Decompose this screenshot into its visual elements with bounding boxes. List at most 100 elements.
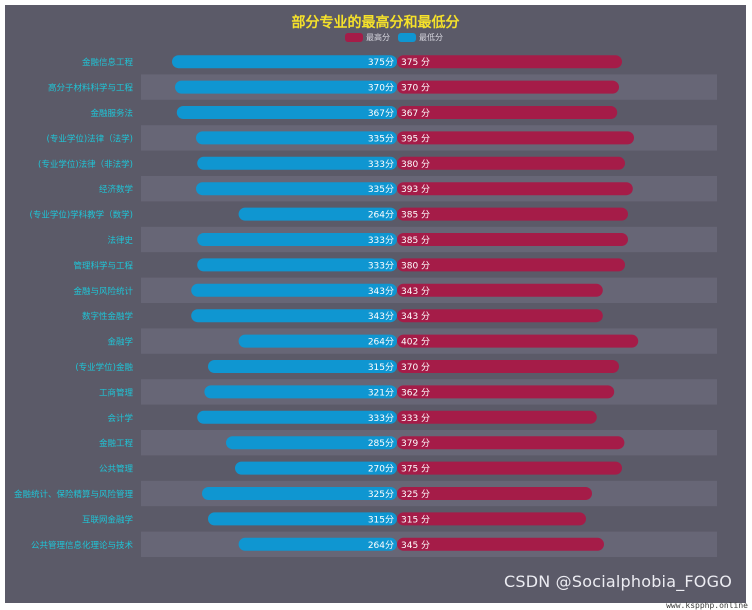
legend-item-high[interactable]: 最高分 <box>345 32 390 43</box>
legend-swatch-high <box>345 33 363 42</box>
category-label: 经济数学 <box>99 184 134 195</box>
category-label: 互联网金融学 <box>82 514 134 525</box>
bar-low[interactable] <box>176 106 397 119</box>
bar-high[interactable] <box>397 512 586 526</box>
category-label: 法律史 <box>107 235 133 246</box>
bar-high[interactable] <box>397 436 625 450</box>
bar-low[interactable] <box>238 334 397 348</box>
bar-high[interactable] <box>397 487 592 500</box>
value-label-low: 335分 <box>368 184 394 195</box>
bar-high[interactable] <box>397 182 633 196</box>
bar-low[interactable] <box>191 309 397 323</box>
value-label-high: 385 分 <box>401 210 430 221</box>
category-label: 金融工程 <box>99 438 134 449</box>
category-label: 管理科学与工程 <box>73 260 133 271</box>
bar-low[interactable] <box>204 385 397 399</box>
bar-low[interactable] <box>191 283 397 297</box>
value-label-high: 375 分 <box>401 57 430 68</box>
category-label: (专业学位)金融 <box>75 362 133 373</box>
category-label: 高分子材料科学与工程 <box>48 83 134 94</box>
bar-high[interactable] <box>397 131 634 145</box>
value-label-high: 325 分 <box>401 489 430 500</box>
bar-high[interactable] <box>397 156 625 170</box>
value-label-low: 367分 <box>368 108 394 119</box>
value-label-high: 362 分 <box>401 387 430 398</box>
bar-high[interactable] <box>397 106 618 119</box>
value-label-high: 402 分 <box>401 337 430 348</box>
bar-low[interactable] <box>238 537 397 551</box>
value-label-low: 264分 <box>368 210 394 221</box>
legend-label-high: 最高分 <box>366 33 390 42</box>
chart-title: 部分专业的最高分和最低分 <box>291 15 460 31</box>
bar-low[interactable] <box>197 410 397 424</box>
value-label-low: 333分 <box>368 260 394 271</box>
bar-high[interactable] <box>397 55 622 69</box>
category-label: 金融统计、保险精算与风险管理 <box>14 489 134 500</box>
legend-swatch-low <box>398 33 416 42</box>
category-label: 金融信息工程 <box>82 57 134 68</box>
bar-low[interactable] <box>208 512 397 526</box>
watermark: CSDN @Socialphobia_FOGO <box>503 572 732 591</box>
bar-low[interactable] <box>238 207 397 221</box>
value-label-low: 264分 <box>368 540 394 551</box>
bar-low[interactable] <box>175 80 397 94</box>
bar-high[interactable] <box>397 207 628 221</box>
bar-low[interactable] <box>197 156 397 170</box>
value-label-high: 370 分 <box>401 362 430 373</box>
bar-high[interactable] <box>397 410 597 424</box>
category-label: 金融与风险统计 <box>73 286 133 297</box>
value-label-low: 333分 <box>368 235 394 246</box>
bar-low[interactable] <box>196 131 397 145</box>
category-label: (专业学位)学科教学（数学) <box>30 210 133 221</box>
category-label: 金融服务法 <box>90 108 133 119</box>
value-label-low: 370分 <box>368 83 394 94</box>
bar-high[interactable] <box>397 283 603 297</box>
bar-low[interactable] <box>197 258 397 272</box>
bar-low[interactable] <box>226 436 397 450</box>
value-label-high: 315 分 <box>401 514 430 525</box>
category-label: 数字性金融学 <box>82 311 134 322</box>
value-label-low: 325分 <box>368 489 394 500</box>
bar-high[interactable] <box>397 461 622 475</box>
value-label-high: 380 分 <box>401 159 430 170</box>
bar-high[interactable] <box>397 80 619 94</box>
category-label: 公共管理 <box>99 464 134 475</box>
bar-high[interactable] <box>397 258 625 272</box>
bar-low[interactable] <box>196 182 397 196</box>
bar-high[interactable] <box>397 233 628 246</box>
bar-high[interactable] <box>397 385 615 399</box>
bar-low[interactable] <box>172 55 397 69</box>
value-label-low: 335分 <box>368 133 394 144</box>
chart-legend: 最高分 最低分 <box>345 32 443 43</box>
bar-high[interactable] <box>397 360 619 373</box>
value-label-high: 385 分 <box>401 235 430 246</box>
value-label-low: 343分 <box>368 286 394 297</box>
value-label-high: 375 分 <box>401 464 430 475</box>
bar-low[interactable] <box>202 487 397 500</box>
value-label-high: 379 分 <box>401 438 430 449</box>
category-label: (专业学位)法律（法学) <box>47 133 133 144</box>
category-label: (专业学位)法律（非法学) <box>38 159 133 170</box>
bar-high[interactable] <box>397 309 603 323</box>
value-label-high: 393 分 <box>401 184 430 195</box>
value-label-low: 321分 <box>368 387 394 398</box>
value-label-high: 380 分 <box>401 260 430 271</box>
bar-low[interactable] <box>235 461 397 475</box>
value-label-high: 367 分 <box>401 108 430 119</box>
value-label-high: 343 分 <box>401 286 430 297</box>
value-label-low: 270分 <box>368 464 394 475</box>
value-label-high: 343 分 <box>401 311 430 322</box>
value-label-low: 315分 <box>368 362 394 373</box>
url-text: www.kspphp.online <box>666 601 748 610</box>
bar-high[interactable] <box>397 334 639 348</box>
legend-item-low[interactable]: 最低分 <box>398 32 443 43</box>
value-label-high: 370 分 <box>401 83 430 94</box>
category-label: 金融学 <box>107 337 133 348</box>
bar-low[interactable] <box>208 360 397 373</box>
bar-high[interactable] <box>397 537 604 551</box>
chart-panel: 部分专业的最高分和最低分 最高分 最低分 金融信息工程 375分 375 分高分子材… <box>5 5 746 603</box>
value-label-low: 333分 <box>368 159 394 170</box>
value-label-low: 264分 <box>368 337 394 348</box>
bar-low[interactable] <box>197 233 397 246</box>
category-label: 会计学 <box>107 413 133 424</box>
